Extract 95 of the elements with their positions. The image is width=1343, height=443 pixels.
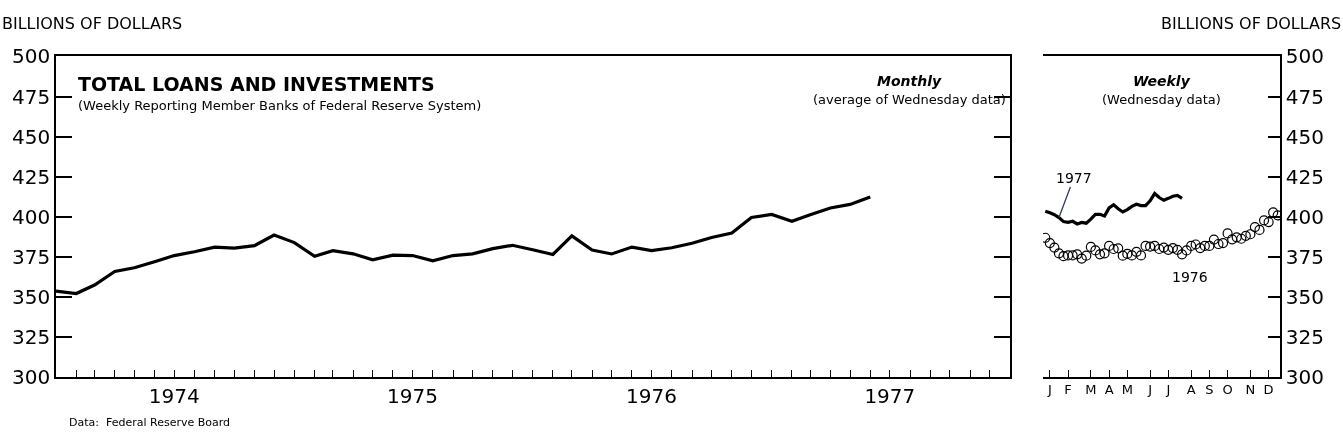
- point: [1053, 248, 1065, 259]
- point: [1217, 237, 1229, 249]
- x-tick-label: 1974: [148, 383, 200, 408]
- text: TOTAL LOANS AND INVESTMENTS: [78, 73, 435, 95]
- point: [1213, 238, 1224, 250]
- point: [1108, 243, 1119, 255]
- point: [1140, 240, 1151, 252]
- x-tick-label: M: [1085, 382, 1097, 398]
- point: [1222, 228, 1233, 239]
- point: [1158, 242, 1169, 253]
- point: [1049, 242, 1060, 253]
- y-tick-label: 450: [12, 124, 51, 149]
- point: [1090, 245, 1101, 256]
- point: [1103, 240, 1115, 252]
- y-tick-label: 500: [12, 44, 51, 69]
- point: [1176, 249, 1188, 260]
- y-tick-label: 350: [12, 284, 51, 309]
- line-series: [1043, 191, 1184, 226]
- point: [1231, 232, 1242, 243]
- point: [1195, 242, 1206, 254]
- y-tick-label: 325: [12, 325, 51, 350]
- point: [1094, 249, 1106, 260]
- x-tick-label: M: [1121, 382, 1133, 398]
- point: [1254, 224, 1265, 236]
- point: [1126, 250, 1137, 261]
- point: [1249, 221, 1261, 233]
- point: [1113, 243, 1124, 254]
- text: Weekly: [1133, 73, 1191, 89]
- x-tick-label: N: [1245, 382, 1256, 398]
- y2-tick-label: 375: [1285, 244, 1324, 269]
- text: Data: Federal Reserve Board: [69, 416, 231, 429]
- point: [1167, 242, 1178, 254]
- y2-tick-label: 325: [1285, 325, 1324, 350]
- y-tick-label: 475: [12, 84, 51, 109]
- x-tick-label: J: [1046, 382, 1052, 398]
- series-label: 1977: [1056, 170, 1092, 186]
- point: [1227, 234, 1238, 245]
- point: [1245, 229, 1256, 240]
- point: [1163, 244, 1174, 255]
- point: [1044, 237, 1055, 249]
- x-tick-label: A: [1104, 382, 1114, 398]
- x-tick-label: 1975: [387, 383, 438, 408]
- x-tick-label: J: [1165, 382, 1171, 398]
- x-tick-label: D: [1263, 382, 1274, 398]
- y2-tick-label: 500: [1285, 44, 1324, 69]
- point: [1172, 244, 1183, 255]
- x-tick-label: S: [1205, 382, 1214, 398]
- y2-tick-label: 475: [1285, 84, 1324, 109]
- point: [1058, 251, 1069, 262]
- point: [1122, 248, 1133, 260]
- y2-tick-label: 450: [1285, 124, 1324, 149]
- point: [1240, 230, 1251, 241]
- y-tick-label: 375: [12, 244, 51, 269]
- annotation: (average of Wednesday data): [813, 92, 1006, 107]
- point: [1199, 240, 1210, 252]
- x-tick-label: 1977: [864, 383, 916, 408]
- series-label: 1976: [1172, 269, 1208, 285]
- y2-tick-label: 350: [1285, 284, 1324, 309]
- annotation: Monthly: [877, 73, 942, 89]
- y2-axis-title: BILLIONS OF DOLLARS: [1161, 14, 1342, 33]
- y2-tick-label: 425: [1285, 164, 1324, 189]
- point: [1190, 239, 1201, 250]
- y2-tick-label: 300: [1285, 365, 1324, 390]
- point: [1085, 241, 1096, 253]
- point: [1072, 249, 1083, 260]
- point: [1076, 253, 1087, 264]
- text: (Weekly Reporting Member Banks of Federal Reserve System): [78, 98, 482, 113]
- point: [1099, 248, 1110, 259]
- point: [1186, 240, 1197, 252]
- y-tick-label: 300: [12, 365, 51, 390]
- point: [1258, 215, 1270, 226]
- point: [1149, 240, 1160, 252]
- point: [1263, 216, 1274, 228]
- y2-tick-label: 400: [1285, 204, 1324, 229]
- point: [1067, 250, 1078, 261]
- y-tick-label: 425: [12, 164, 51, 189]
- y-tick-label: 400: [12, 204, 51, 229]
- x-tick-label: A: [1186, 382, 1196, 398]
- y-axis-title: BILLIONS OF DOLLARS: [2, 14, 183, 33]
- point: [1204, 240, 1215, 252]
- point: [1145, 241, 1156, 252]
- point: [1181, 245, 1192, 256]
- point: [1062, 250, 1074, 261]
- point: [1236, 233, 1247, 244]
- x-tick-label: O: [1222, 382, 1233, 398]
- x-tick-label: 1976: [626, 383, 677, 408]
- point: [1135, 250, 1147, 261]
- point: [1154, 243, 1165, 255]
- point: [1208, 234, 1220, 245]
- text: (Wednesday data): [1102, 92, 1221, 107]
- point: [1131, 246, 1142, 257]
- x-tick-label: F: [1064, 382, 1072, 398]
- point: [1081, 250, 1092, 261]
- x-tick-label: J: [1147, 382, 1153, 398]
- point: [1117, 250, 1128, 261]
